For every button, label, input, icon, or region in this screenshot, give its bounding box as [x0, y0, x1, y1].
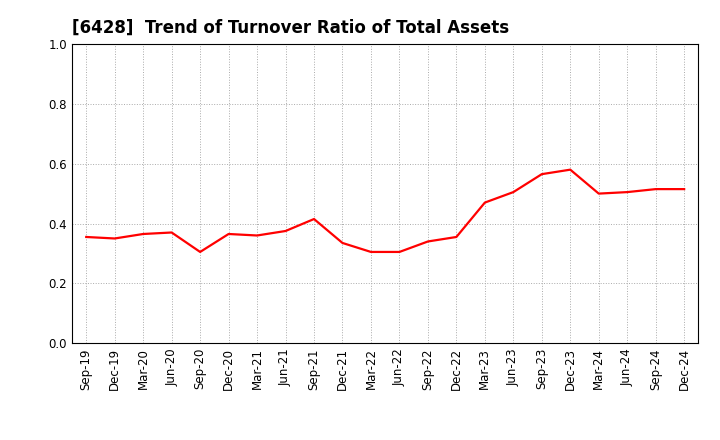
Text: [6428]  Trend of Turnover Ratio of Total Assets: [6428] Trend of Turnover Ratio of Total … — [72, 19, 509, 37]
